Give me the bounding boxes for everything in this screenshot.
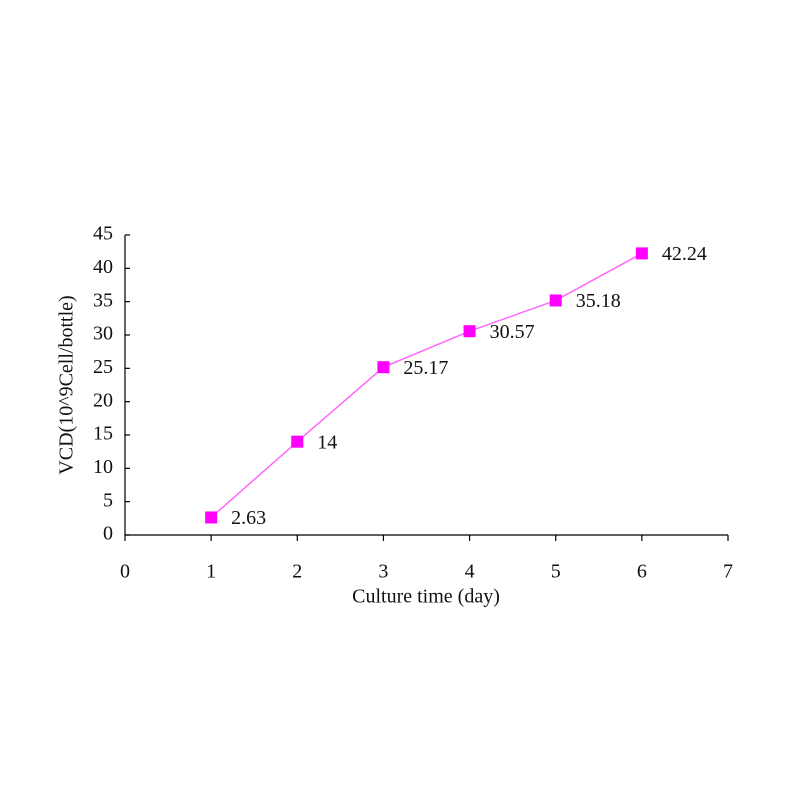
data-label: 2.63 [231,507,266,529]
data-label: 14 [317,431,337,453]
data-label: 35.18 [576,290,621,312]
data-point [377,361,390,374]
y-tick-label: 15 [93,423,113,445]
x-tick-label: 0 [120,561,130,583]
y-tick-label: 20 [93,389,113,411]
data-point [463,325,476,338]
x-tick-label: 6 [637,561,647,583]
x-tick-label: 4 [465,561,475,583]
x-tick-label: 7 [723,561,733,583]
y-tick-label: 30 [93,323,113,345]
series-line [210,252,643,519]
x-axis-label: Culture time (day) [352,586,500,608]
data-point [635,247,648,260]
y-tick-label: 35 [93,289,113,311]
data-label: 30.57 [490,321,535,343]
y-axis-label: VCD(10^9Cell/bottle) [56,295,78,474]
x-tick-label: 3 [378,561,388,583]
y-tick-label: 25 [93,356,113,378]
y-tick-label: 40 [93,256,113,278]
data-point [205,511,218,524]
data-point [549,294,562,307]
x-tick-label: 5 [551,561,561,583]
y-tick-label: 10 [93,456,113,478]
data-label: 42.24 [662,243,707,265]
data-point [291,435,304,448]
x-tick-label: 2 [292,561,302,583]
x-tick-label: 1 [206,561,216,583]
y-tick-label: 0 [103,523,113,545]
y-tick-label: 45 [93,223,113,245]
data-label: 25.17 [403,357,448,379]
y-tick-label: 5 [103,489,113,511]
